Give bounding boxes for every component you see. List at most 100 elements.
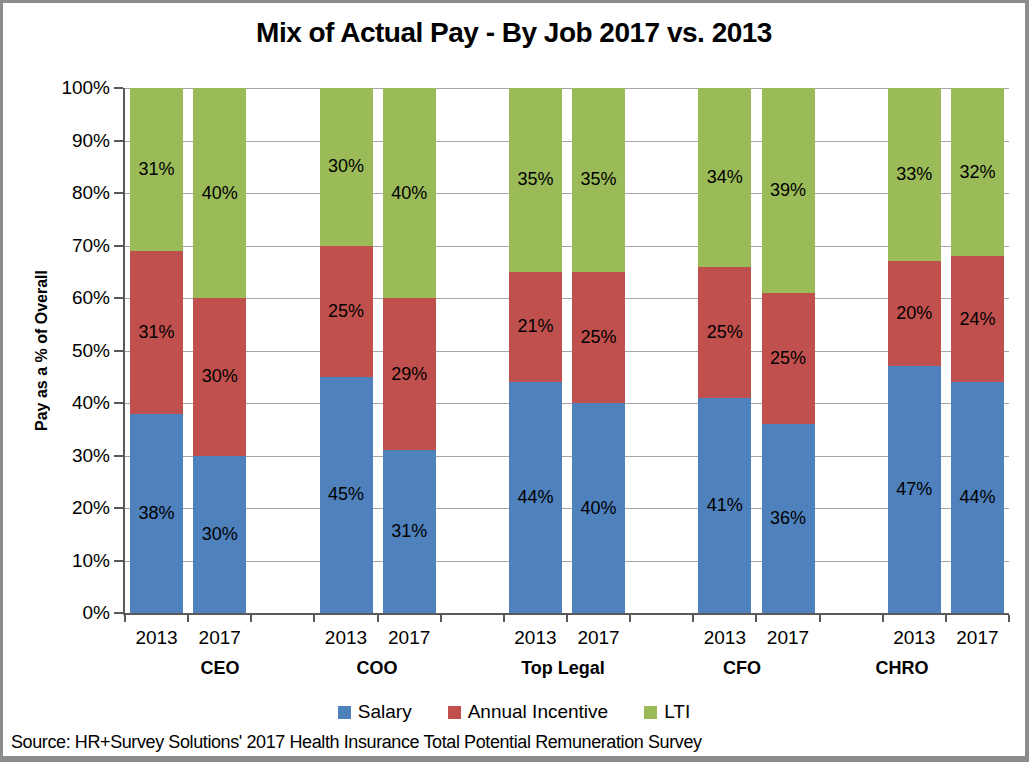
x-tick — [124, 615, 126, 622]
y-tick — [114, 350, 123, 352]
y-tick — [114, 245, 123, 247]
bar: 38% 31% 31% — [130, 88, 183, 613]
bar-segment: 41% — [698, 398, 751, 613]
x-category-label: 2013 — [311, 627, 381, 649]
bar-segment-label: 25% — [581, 327, 617, 348]
y-tick-label: 70% — [48, 235, 110, 257]
y-tick-label: 20% — [48, 497, 110, 519]
bar: 40% 25% 35% — [572, 88, 625, 613]
x-category-label: 2017 — [753, 627, 823, 649]
y-tick — [114, 612, 123, 614]
x-category-label: 2017 — [374, 627, 444, 649]
legend-label: LTI — [664, 701, 690, 723]
bar-segment-label: 45% — [328, 484, 364, 505]
bar-segment-label: 32% — [959, 162, 995, 183]
bar-segment: 20% — [888, 261, 941, 366]
y-tick-label: 100% — [48, 77, 110, 99]
gridline — [125, 456, 1009, 457]
x-tick — [313, 615, 315, 622]
bar-segment-label: 34% — [707, 167, 743, 188]
bar-segment: 24% — [951, 256, 1004, 382]
bar-segment: 21% — [509, 272, 562, 382]
bar-segment-label: 35% — [581, 169, 617, 190]
gridline — [125, 508, 1009, 509]
x-tick — [755, 615, 757, 622]
bar-segment-label: 25% — [707, 322, 743, 343]
bar-segment-label: 40% — [202, 183, 238, 204]
bar: 44%21%35% — [509, 88, 562, 613]
bar-segment-label: 41% — [707, 495, 743, 516]
bar-segment: 36% — [762, 424, 815, 613]
x-group-label: CFO — [677, 657, 807, 679]
bar-segment: 31% — [130, 88, 183, 251]
legend-item: Annual Incentive — [448, 701, 609, 723]
legend-label: Salary — [358, 701, 412, 723]
legend-label: Annual Incentive — [468, 701, 609, 723]
x-category-label: 2017 — [564, 627, 634, 649]
bar-segment-label: 21% — [517, 316, 553, 337]
bar-segment: 31% — [383, 450, 436, 613]
bar-segment: 25% — [762, 293, 815, 424]
x-tick — [250, 615, 252, 622]
bar-segment-label: 40% — [391, 183, 427, 204]
x-category-label: 2017 — [185, 627, 255, 649]
gridline — [125, 298, 1009, 299]
bar-segment-label: 44% — [959, 487, 995, 508]
bar-segment-label: 36% — [770, 508, 806, 529]
x-group-label: COO — [312, 657, 442, 679]
bar-segment: 30% — [193, 298, 246, 456]
bar-segment: 34% — [698, 88, 751, 267]
y-tick-label: 10% — [48, 550, 110, 572]
bar-segment: 29% — [383, 298, 436, 450]
gridline — [125, 193, 1009, 194]
bar: 31%29% 40% — [383, 88, 436, 613]
bar: 45% 25% 30% — [320, 88, 373, 613]
bar-segment-label: 40% — [581, 498, 617, 519]
y-tick — [114, 507, 123, 509]
bar-segment: 39% — [762, 88, 815, 293]
chart-frame: Mix of Actual Pay - By Job 2017 vs. 2013… — [0, 0, 1029, 762]
bar-segment: 47% — [888, 366, 941, 613]
bar-segment-label: 30% — [328, 156, 364, 177]
bar-segment: 38% — [130, 414, 183, 614]
bar-segment: 40% — [572, 403, 625, 613]
legend-item: LTI — [644, 701, 690, 723]
y-tick — [114, 560, 123, 562]
bar-segment-label: 39% — [770, 180, 806, 201]
bar-segment: 40% — [193, 88, 246, 298]
y-tick — [114, 192, 123, 194]
bar-segment: 25% — [698, 267, 751, 398]
x-group-label: CEO — [155, 657, 285, 679]
bar-segment-label: 44% — [517, 487, 553, 508]
y-tick-label: 50% — [48, 340, 110, 362]
bar-segment-label: 38% — [139, 503, 175, 524]
bar-segment: 40% — [383, 88, 436, 298]
legend-swatch — [644, 706, 657, 719]
gridline — [125, 351, 1009, 352]
y-tick-label: 80% — [48, 182, 110, 204]
legend-swatch — [448, 706, 461, 719]
bar-segment: 31% — [130, 251, 183, 414]
bar-segment-label: 25% — [770, 348, 806, 369]
bar-segment-label: 33% — [896, 164, 932, 185]
y-tick-label: 60% — [48, 287, 110, 309]
bar-segment-label: 30% — [202, 366, 238, 387]
bar: 41% 25% 34% — [698, 88, 751, 613]
gridline — [125, 561, 1009, 562]
x-group-label: Top Legal — [498, 657, 628, 679]
x-category-label: 2013 — [122, 627, 192, 649]
x-tick — [503, 615, 505, 622]
gridline — [125, 246, 1009, 247]
gridline — [125, 141, 1009, 142]
bar-segment-label: 30% — [202, 524, 238, 545]
y-tick-label: 30% — [48, 445, 110, 467]
y-tick-label: 0% — [48, 602, 110, 624]
bar-segment: 44% — [951, 382, 1004, 613]
bar-segment-label: 31% — [139, 322, 175, 343]
x-category-label: 2013 — [879, 627, 949, 649]
x-tick — [629, 615, 631, 622]
x-tick — [377, 615, 379, 622]
bar-segment: 25% — [320, 246, 373, 377]
bar-segment-label: 31% — [139, 159, 175, 180]
legend: Salary Annual Incentive LTI — [3, 701, 1025, 723]
